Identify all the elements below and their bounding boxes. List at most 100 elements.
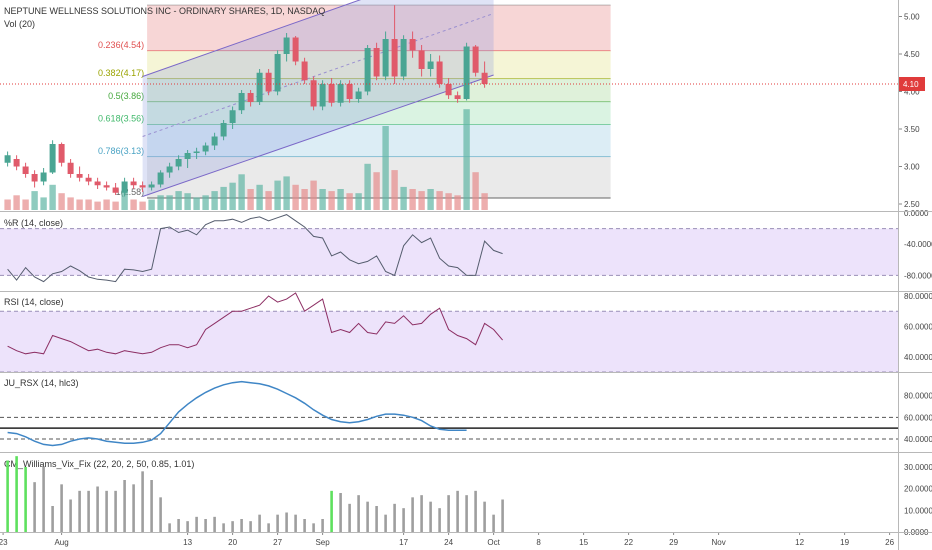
candle-body[interactable] [157, 172, 164, 185]
volume-bar [400, 186, 407, 210]
williams-vix-fix-pane[interactable]: CM_Williams_Vix_Fix (22, 20, 2, 50, 0.85… [4, 456, 504, 532]
candle-body[interactable] [364, 48, 371, 92]
candle-body[interactable] [391, 39, 398, 77]
volume-bar [463, 109, 470, 210]
candle-body[interactable] [427, 61, 434, 70]
candle-body[interactable] [292, 37, 299, 62]
candle-body[interactable] [481, 72, 488, 84]
vix-bar [105, 490, 108, 532]
candle-body[interactable] [418, 50, 425, 69]
candle-body[interactable] [301, 61, 308, 81]
channel-lower-line[interactable] [142, 74, 494, 197]
candle-body[interactable] [247, 93, 254, 102]
candle-body[interactable] [310, 80, 317, 107]
volume-bar [229, 182, 236, 210]
channel-upper-line[interactable] [142, 0, 494, 77]
candle-body[interactable] [436, 61, 443, 85]
candle-body[interactable] [31, 174, 38, 182]
candle-body[interactable] [400, 39, 407, 77]
rsi-pane[interactable]: RSI (14, close) [0, 292, 898, 373]
volume-bar [94, 201, 101, 210]
candle-body[interactable] [94, 181, 101, 186]
candle-body[interactable] [103, 185, 110, 188]
candle-body[interactable] [139, 185, 146, 188]
candle-body[interactable] [67, 162, 74, 174]
willr-title: %R (14, close) [4, 218, 63, 228]
candle-body[interactable] [13, 159, 20, 167]
candle-body[interactable] [328, 84, 335, 103]
price-axis[interactable]: 5.00 4.50 4.00 3.50 3.00 2.50 4.10 0.0000 -40.00… [898, 13, 932, 538]
candle-body[interactable] [220, 123, 227, 137]
candle-body[interactable] [4, 155, 11, 163]
candle-body[interactable] [283, 37, 290, 55]
candle-body[interactable] [319, 84, 326, 107]
fib-level-label: 0.236(4.54) [98, 40, 144, 50]
fib-zone [147, 102, 611, 125]
volume-bar [310, 180, 317, 210]
candle-body[interactable] [445, 84, 452, 96]
candle-body[interactable] [193, 151, 200, 154]
volume-bar [67, 197, 74, 210]
candle-body[interactable] [373, 48, 380, 77]
time-tick-label: 22 [624, 538, 633, 547]
vix-bar [51, 506, 54, 532]
candlesticks[interactable] [4, 5, 488, 197]
candle-body[interactable] [58, 144, 65, 163]
candle-body[interactable] [238, 93, 245, 111]
ju-rsx-line[interactable] [7, 380, 467, 447]
candle-body[interactable] [382, 39, 389, 77]
candle-body[interactable] [337, 84, 344, 103]
candle-body[interactable] [409, 39, 416, 51]
williams-r-pane[interactable]: %R (14, close) [0, 214, 898, 283]
candle-body[interactable] [211, 136, 218, 146]
vix-bar [267, 523, 270, 532]
vix-bar [186, 521, 189, 532]
time-axis[interactable]: 23 Aug 13 20 27 Sep 17 24 Oct 8 15 22 29 Nov 12 19 26 [0, 532, 895, 547]
indicator-tick-label: 40.0000 [904, 435, 932, 444]
candle-body[interactable] [346, 84, 353, 99]
vix-bar [168, 523, 171, 532]
candle-body[interactable] [22, 166, 29, 175]
volume-bar [373, 172, 380, 210]
volume-bar [427, 189, 434, 210]
fib-level-label: 0.786(3.13) [98, 146, 144, 156]
candle-body[interactable] [229, 110, 236, 123]
indicator-tick-label: 60.0000 [904, 413, 932, 422]
candle-body[interactable] [184, 153, 191, 159]
candle-body[interactable] [148, 184, 155, 188]
vix-bar [294, 514, 297, 532]
candle-body[interactable] [85, 177, 92, 182]
candle-body[interactable] [355, 91, 362, 100]
candle-body[interactable] [265, 72, 272, 92]
volume-bar [445, 193, 452, 210]
candle-body[interactable] [454, 95, 461, 99]
candle-body[interactable] [463, 46, 470, 100]
indicator-tick-label: 20.0000 [904, 485, 932, 494]
candle-body[interactable] [76, 174, 83, 178]
willr-line[interactable] [7, 214, 503, 283]
candle-body[interactable] [130, 181, 137, 186]
ju-rsx-pane[interactable]: JU_RSX (14, hlc3) [0, 378, 898, 447]
candle-body[interactable] [166, 166, 173, 173]
price-pane[interactable]: 0.236(4.54) 0.382(4.17) 0.5(3.86) 0.618(3.5… [0, 0, 898, 210]
time-tick-label: 12 [795, 538, 804, 547]
candle-body[interactable] [256, 72, 263, 102]
candle-body[interactable] [202, 145, 209, 152]
time-tick-label: 27 [273, 538, 282, 547]
candle-body[interactable] [40, 172, 47, 182]
time-tick-label: Nov [711, 538, 725, 547]
vix-bar [501, 499, 504, 532]
candle-body[interactable] [175, 159, 182, 167]
candle-body[interactable] [121, 181, 128, 193]
candle-body[interactable] [472, 46, 479, 73]
fib-zone [147, 78, 611, 102]
vix-bar [204, 519, 207, 532]
candle-body[interactable] [112, 187, 119, 193]
vix-bar [393, 503, 396, 532]
rsi-line[interactable] [7, 292, 503, 355]
vix-bar [492, 514, 495, 532]
volume-bar [409, 189, 416, 210]
candle-body[interactable] [274, 54, 281, 92]
candle-body[interactable] [49, 144, 56, 173]
